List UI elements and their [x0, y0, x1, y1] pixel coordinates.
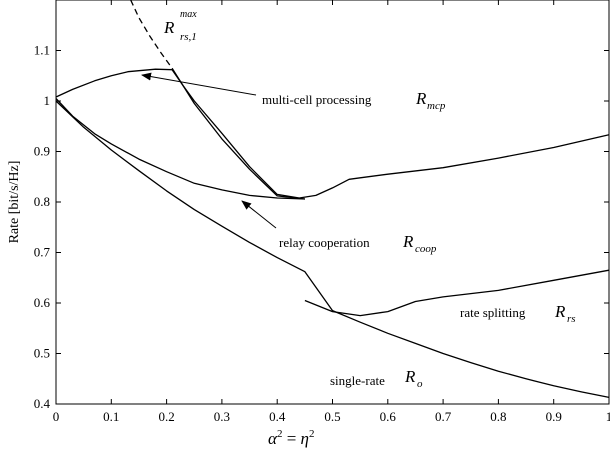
annotation-ro: single-rate R o [330, 367, 423, 390]
series-line-ro [55, 100, 610, 399]
x-axis-label: α2 = η2 [268, 428, 314, 448]
coop-arrow [241, 200, 277, 229]
svg-text:o: o [417, 378, 423, 390]
svg-text:rate splitting: rate splitting [460, 305, 526, 320]
x-tick-label: 0.1 [103, 409, 119, 424]
x-tick-label: 0.5 [324, 409, 340, 424]
series-line-coop [55, 98, 305, 200]
x-tick-label: 0.4 [269, 409, 286, 424]
svg-text:multi-cell processing: multi-cell processing [262, 92, 372, 107]
svg-text:relay cooperation: relay cooperation [279, 235, 370, 250]
svg-text:mcp: mcp [427, 100, 446, 112]
y-tick-label: 0.9 [34, 144, 50, 159]
svg-text:max: max [180, 9, 197, 20]
svg-text:R: R [402, 232, 414, 251]
x-tick-label: 0.2 [158, 409, 174, 424]
mcp-arrow [141, 72, 257, 96]
x-tick-label: 0.8 [490, 409, 506, 424]
svg-text:single-rate: single-rate [330, 373, 385, 388]
y-tick-label: 0.5 [34, 346, 50, 361]
y-tick-label: 1 [44, 93, 51, 108]
x-tick-label: 0.6 [380, 409, 397, 424]
svg-text:coop: coop [415, 243, 437, 255]
series-line-rs [304, 269, 610, 317]
annotation-coop: relay cooperation R coop [241, 200, 437, 255]
plot-frame [55, 0, 610, 405]
annotation-mcp: multi-cell processing R mcp [141, 72, 446, 112]
svg-text:R: R [163, 18, 175, 37]
svg-text:R: R [415, 89, 427, 108]
y-tick-label: 1.1 [34, 43, 50, 58]
x-tick-label: 0.3 [214, 409, 230, 424]
annotation-rs: rate splitting R rs [460, 302, 576, 325]
x-tick-label: 0.7 [435, 409, 452, 424]
svg-text:rs: rs [567, 313, 576, 325]
y-axis-ticks: 0.4 0.5 0.6 0.7 0.8 0.9 1 1.1 [34, 43, 609, 411]
series-line-mcp [55, 68, 610, 199]
x-tick-label: 1 [606, 409, 610, 424]
x-axis-ticks: 0 0.1 0.2 0.3 0.4 0.5 0.6 0.7 0.8 0.9 1 [53, 0, 610, 424]
y-tick-label: 0.4 [34, 396, 51, 411]
svg-text:R: R [554, 302, 566, 321]
x-tick-label: 0 [53, 409, 60, 424]
svg-text:R: R [404, 367, 416, 386]
y-tick-label: 0.8 [34, 194, 50, 209]
svg-text:rs,1: rs,1 [180, 31, 197, 43]
y-tick-label: 0.7 [34, 245, 51, 260]
series-lines [55, 0, 610, 399]
annotation-rmax: R max rs,1 [163, 9, 197, 43]
x-tick-label: 0.9 [546, 409, 562, 424]
y-tick-label: 0.6 [34, 295, 51, 310]
series-line-rs1 [171, 67, 305, 200]
y-axis-label: Rate [bit/s/Hz] [7, 161, 22, 244]
series-line-rmax [130, 0, 173, 69]
